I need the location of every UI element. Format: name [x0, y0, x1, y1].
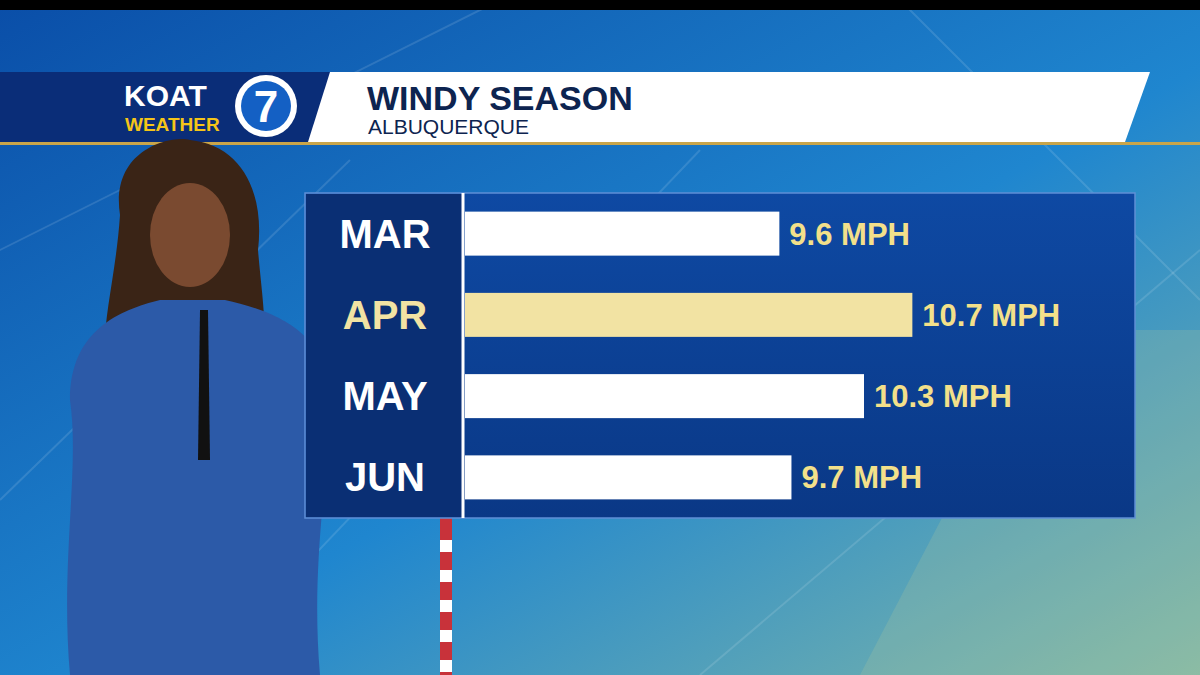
labels: MAR 9.6 MPH APR 10.7 MPH MAY 10.3 MPH JUN 9.7 M… [339, 212, 1060, 500]
background [0, 0, 1200, 675]
bar [465, 374, 864, 418]
presenter-dress [67, 300, 330, 675]
bar [465, 455, 791, 499]
data-label: 9.7 MPH [801, 460, 922, 495]
logo-inner [241, 81, 291, 131]
pole-stripe [440, 540, 452, 552]
axis-line [462, 193, 465, 518]
chart-title: WINDY SEASON [367, 79, 633, 117]
pole-stripe [440, 600, 452, 612]
logo-circle [235, 75, 297, 137]
top-bar [0, 0, 1200, 10]
data-label: 10.3 MPH [874, 379, 1012, 414]
plot-panel [305, 193, 1135, 518]
category-label: MAR [339, 212, 430, 256]
pole-stripe [440, 630, 452, 642]
logo-number: 7 [254, 82, 278, 131]
pole [440, 518, 452, 675]
logo-section: WEATHER [125, 114, 220, 135]
presenter [67, 139, 330, 675]
logo-box [0, 72, 340, 142]
presenter-trim [198, 310, 210, 460]
chart-subtitle: ALBUQUERQUE [368, 115, 529, 138]
bar [465, 212, 779, 256]
label-column [306, 194, 462, 517]
presenter-face [150, 183, 230, 287]
category-label: MAY [342, 374, 428, 418]
bar [465, 293, 912, 337]
logo-station: KOAT [124, 79, 207, 112]
pole-stripe [440, 570, 452, 582]
page: KOATWEATHER 7 WINDY SEASONALBUQUERQUE MAR 9.… [0, 0, 1200, 675]
category-label: JUN [345, 455, 425, 499]
category-label: APR [343, 293, 428, 337]
data-label: 10.7 MPH [922, 298, 1060, 333]
data-label: 9.6 MPH [789, 217, 910, 252]
pole-stripe [440, 660, 452, 672]
title-banner [308, 72, 1150, 142]
bars [465, 212, 912, 500]
